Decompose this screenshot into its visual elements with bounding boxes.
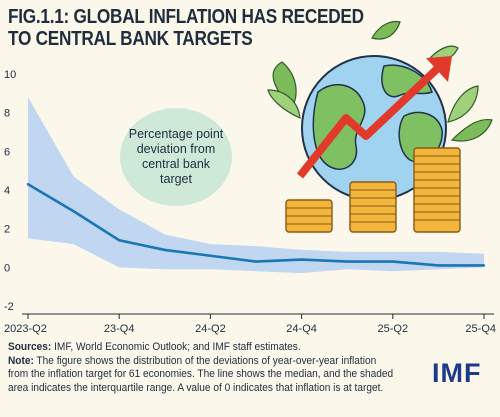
- sources-label: Sources:: [8, 341, 52, 353]
- unit-bubble: Percentage point deviation from central …: [120, 108, 232, 206]
- x-tick-label: 25-Q4: [465, 323, 496, 335]
- x-tick-label: 24-Q4: [286, 323, 317, 335]
- rising-arrow-icon: [296, 56, 452, 179]
- sources-line: Sources: IMF, World Economic Outlook; an…: [8, 341, 394, 355]
- y-tick-label: 10: [4, 69, 16, 81]
- interquartile-band: [28, 97, 484, 274]
- median-point: [391, 260, 394, 263]
- coin-stacks-icon: [285, 147, 461, 233]
- y-tick-label: 2: [4, 224, 10, 236]
- title-line-2: TO CENTRAL BANK TARGETS: [8, 28, 253, 50]
- y-tick-label: 0: [4, 262, 10, 274]
- y-tick-label: 8: [4, 108, 10, 120]
- y-tick-label: 6: [4, 146, 10, 158]
- median-point: [163, 248, 166, 252]
- axis-layer: -2 0 2 4 6 8 10 2023-Q2 23-Q4 24-Q2 24-Q4 25-Q2 25-Q…: [4, 69, 496, 335]
- unit-bubble-text: Percentage point deviation from central …: [128, 127, 224, 186]
- median-point: [26, 183, 30, 186]
- x-tick-label: 23-Q4: [104, 323, 135, 335]
- median-point: [118, 239, 121, 242]
- chart-area: -2 0 2 4 6 8 10 2023-Q2 23-Q4 24-Q2 24-Q4 25-Q2 25-Q…: [4, 20, 496, 335]
- imf-logo: IMF: [432, 358, 482, 388]
- source-notes: Sources: IMF, World Economic Outlook; an…: [8, 341, 394, 395]
- leaves-icon: [267, 20, 493, 142]
- median-point: [437, 264, 440, 267]
- median-point: [482, 264, 486, 267]
- x-tick-label: 25-Q2: [378, 323, 409, 335]
- median-point: [300, 258, 303, 261]
- x-tick-label: 2023-Q2: [4, 323, 47, 335]
- y-tick-label: -2: [4, 301, 14, 313]
- sources-text: IMF, World Economic Outlook; and IMF sta…: [51, 341, 301, 353]
- median-point: [72, 210, 75, 213]
- median-line-layer: [26, 183, 486, 267]
- note-text: The figure shows the distribution of the…: [8, 354, 394, 394]
- median-point: [254, 260, 258, 263]
- note-line: Note: The figure shows the distribution …: [8, 355, 394, 396]
- globe-illustration-icon: [267, 20, 493, 233]
- note-label: Note:: [8, 354, 34, 367]
- x-tick-label: 24-Q2: [195, 323, 226, 335]
- median-point: [209, 254, 212, 257]
- interquartile-band-layer: [28, 97, 484, 274]
- y-tick-label: 4: [4, 185, 10, 197]
- median-point: [346, 260, 349, 263]
